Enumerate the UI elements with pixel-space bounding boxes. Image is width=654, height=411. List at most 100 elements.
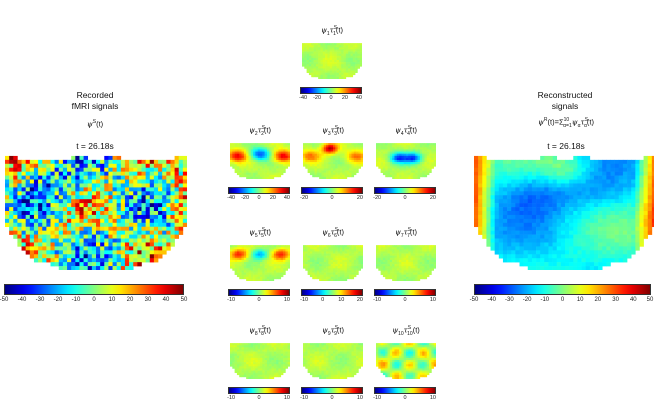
colorbar-tick: 0 — [257, 195, 261, 201]
reconstructed-equation: ψR(t)=Σ10α=1ψατSα(t) — [537, 117, 595, 129]
colorbar-tick: 0 — [257, 297, 261, 303]
mode-brain-map — [230, 143, 290, 179]
mode-panel-3: ψ3τS3(t) -20 0 20 — [300, 125, 365, 205]
colorbar-tick: 50 — [646, 297, 654, 303]
colorbar-gradient — [374, 187, 436, 194]
mode-brain-map — [303, 343, 363, 379]
mode-label: ψ3τS3(t) — [321, 125, 345, 137]
mode-brain-map — [303, 245, 363, 281]
mode-panel-8: ψ8τS8(t) -10 0 10 — [227, 325, 292, 405]
colorbar-tick: -40 — [17, 297, 27, 303]
reconstructed-time-label: t = 26.18s — [547, 141, 585, 151]
mode-colorbar: -40 -20 0 20 40 — [227, 187, 290, 203]
recorded-equation: ψS(t) — [86, 119, 104, 129]
colorbar-tick: -40 — [299, 95, 308, 101]
mode-colorbar: -10 0 10 — [227, 289, 290, 305]
colorbar-tick: 20 — [429, 195, 436, 201]
colorbar-gradient — [374, 289, 436, 296]
mode-panel-1: ψ1τS1(t) -40 -20 0 20 40 — [299, 25, 364, 105]
colorbar-tick: 20 — [269, 195, 276, 201]
colorbar-tick: 0 — [403, 297, 407, 303]
reconstructed-title-line1: Reconstructed — [537, 90, 593, 100]
colorbar-tick: 0 — [321, 297, 325, 303]
colorbar-tick: 0 — [92, 297, 96, 303]
colorbar-gradient — [301, 387, 363, 394]
colorbar-tick: -50 — [469, 297, 479, 303]
mode-panel-10: ψ10τS10(t) -10 0 10 — [373, 325, 438, 405]
mode-panel-9: ψ9τS9(t) -10 0 10 — [300, 325, 365, 405]
colorbar-tick: -30 — [505, 297, 514, 303]
colorbar-gradient — [474, 284, 651, 295]
colorbar-tick: 0 — [403, 395, 407, 401]
colorbar-tick: 20 — [356, 297, 363, 303]
reconstructed-colorbar: -50 -40 -30 -20 -10 0 10 20 30 40 50 — [470, 284, 654, 304]
colorbar-tick: 20 — [594, 297, 602, 303]
mode-brain-map — [302, 43, 362, 79]
colorbar-tick: 0 — [403, 195, 407, 201]
colorbar-tick: 0 — [329, 95, 333, 101]
mode-panel-2: ψ2τS2(t) -40 -20 0 20 40 — [227, 125, 292, 205]
colorbar-tick: -50 — [0, 297, 9, 303]
colorbar-tick: -40 — [227, 195, 236, 201]
colorbar-tick: 20 — [126, 297, 134, 303]
colorbar-tick: 10 — [283, 297, 290, 303]
colorbar-tick: -10 — [300, 297, 309, 303]
colorbar-tick: 0 — [330, 395, 334, 401]
colorbar-tick: 40 — [283, 195, 290, 201]
mode-label: ψ8τS8(t) — [248, 325, 272, 337]
colorbar-gradient — [301, 187, 363, 194]
colorbar-tick: 10 — [356, 395, 363, 401]
recorded-brain-map — [5, 155, 187, 270]
reconstructed-brain-map — [474, 155, 654, 270]
colorbar-tick: -30 — [35, 297, 45, 303]
colorbar-tick: 20 — [341, 95, 348, 101]
colorbar-tick: -10 — [227, 297, 236, 303]
colorbar-tick: -20 — [53, 297, 63, 303]
mode-brain-map — [376, 245, 436, 281]
mode-colorbar: -20 0 20 — [300, 187, 363, 203]
colorbar-gradient — [300, 87, 362, 94]
colorbar-tick: 0 — [257, 395, 261, 401]
colorbar-tick: 50 — [180, 297, 188, 303]
colorbar-tick: -10 — [540, 297, 550, 303]
colorbar-tick: 40 — [629, 297, 637, 303]
colorbar-tick: -10 — [300, 395, 309, 401]
colorbar-tick: 10 — [576, 297, 584, 303]
recorded-title-line1: Recorded — [76, 90, 114, 100]
colorbar-tick: 10 — [108, 297, 116, 303]
reconstructed-title: Reconstructed signals — [525, 90, 605, 112]
recorded-time-label: t = 26.18s — [76, 141, 114, 151]
mode-label: ψ6τS6(t) — [321, 227, 345, 239]
colorbar-gradient — [4, 284, 184, 295]
colorbar-gradient — [228, 387, 290, 394]
colorbar-tick: -20 — [522, 297, 532, 303]
colorbar-tick: 10 — [283, 395, 290, 401]
mode-label: ψ1τS1(t) — [320, 25, 344, 37]
mode-colorbar: -40 -20 0 20 40 — [299, 87, 362, 103]
mode-colorbar: -10 0 10 — [300, 387, 363, 403]
mode-label: ψ9τS9(t) — [321, 325, 345, 337]
recorded-colorbar: -50 -40 -30 -20 -10 0 10 20 30 40 50 — [0, 284, 187, 304]
colorbar-tick: 10 — [429, 395, 436, 401]
colorbar-tick: 30 — [612, 297, 619, 303]
colorbar-tick: 20 — [356, 195, 363, 201]
colorbar-gradient — [374, 387, 436, 394]
colorbar-tick: -40 — [487, 297, 497, 303]
mode-colorbar: -10 0 10 20 — [300, 289, 363, 305]
colorbar-tick: 40 — [162, 297, 170, 303]
mode-brain-map — [230, 245, 290, 281]
colorbar-tick: 40 — [355, 95, 362, 101]
recorded-title-line2: fMRI signals — [71, 101, 119, 111]
recorded-title: Recorded fMRI signals — [55, 90, 135, 112]
colorbar-tick: -20 — [300, 195, 309, 201]
colorbar-tick: 0 — [560, 297, 565, 303]
colorbar-tick: -10 — [373, 395, 382, 401]
colorbar-tick: -10 — [227, 395, 236, 401]
mode-colorbar: -10 0 10 — [373, 387, 436, 403]
mode-colorbar: -10 0 10 — [373, 289, 436, 305]
colorbar-gradient — [301, 289, 363, 296]
mode-brain-map — [376, 343, 436, 379]
colorbar-gradient — [228, 289, 290, 296]
mode-panel-6: ψ6τS6(t) -10 0 10 20 — [300, 227, 365, 307]
colorbar-tick: -20 — [313, 95, 322, 101]
